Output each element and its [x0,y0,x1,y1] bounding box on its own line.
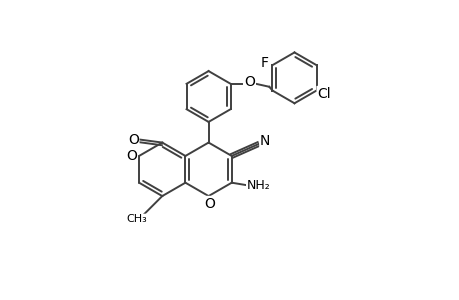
Text: N: N [259,134,269,148]
Text: O: O [126,149,137,163]
Text: CH₃: CH₃ [126,214,147,224]
Text: O: O [244,75,255,89]
Text: O: O [128,133,139,147]
Text: NH₂: NH₂ [246,179,270,192]
Text: O: O [204,196,215,211]
Text: F: F [261,56,269,70]
Text: Cl: Cl [316,86,330,100]
